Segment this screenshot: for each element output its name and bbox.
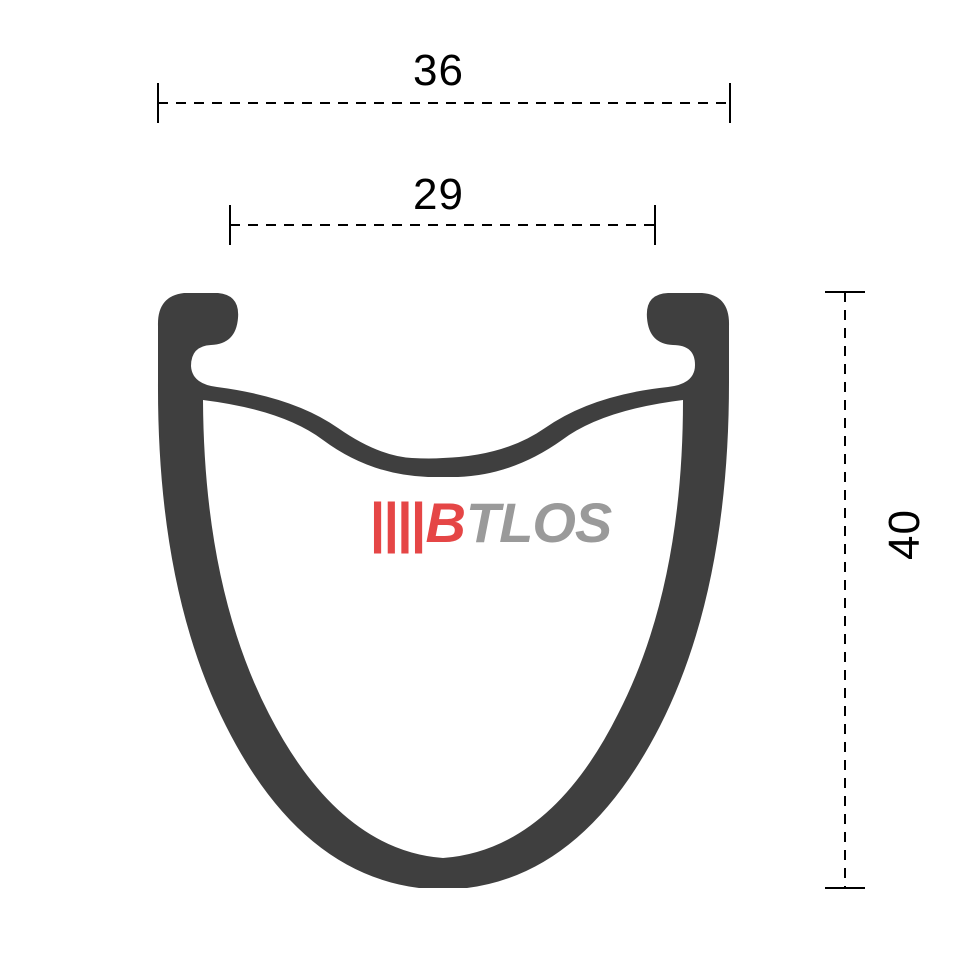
dim-depth-label: 40: [880, 509, 930, 560]
dim-inner-width-label: 29: [413, 170, 464, 220]
logo-b: B: [425, 490, 463, 555]
logo-bars-icon: ||||: [369, 490, 424, 555]
logo-tlos: TLOS: [466, 490, 611, 555]
brand-logo: |||| B TLOS: [369, 490, 611, 555]
dim-outer-width-label: 36: [413, 46, 464, 96]
diagram-stage: 36 29 40 |||| B TLOS: [0, 0, 980, 980]
dim-depth: [825, 292, 865, 888]
